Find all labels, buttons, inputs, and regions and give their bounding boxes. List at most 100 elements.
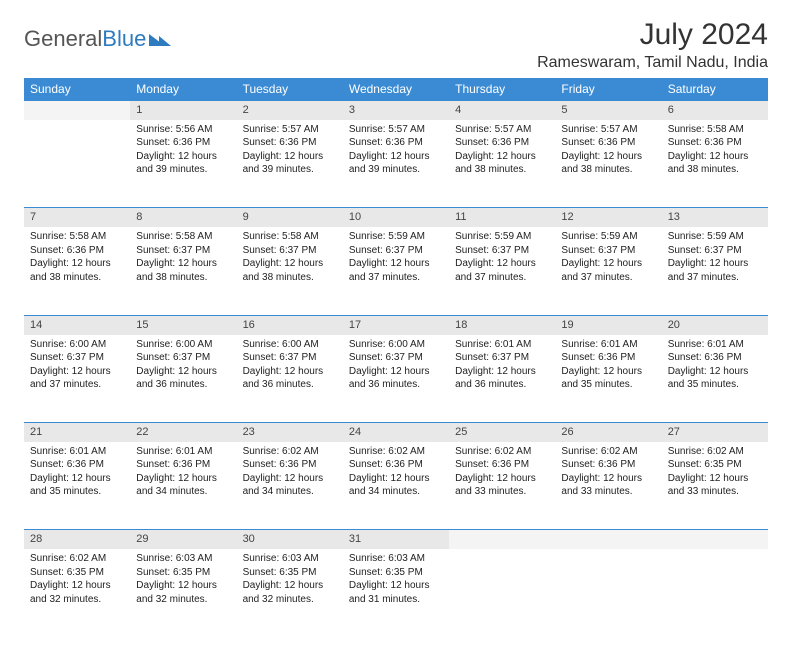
sunrise-line: Sunrise: 6:01 AM [455, 338, 549, 352]
day-cell: Sunrise: 5:56 AMSunset: 6:36 PMDaylight:… [130, 120, 236, 208]
day-number-cell: 17 [343, 315, 449, 334]
day-cell: Sunrise: 6:01 AMSunset: 6:36 PMDaylight:… [130, 442, 236, 530]
daylight-line: Daylight: 12 hours and 39 minutes. [349, 150, 443, 177]
day-number-row: 123456 [24, 101, 768, 120]
day-cell: Sunrise: 5:59 AMSunset: 6:37 PMDaylight:… [449, 227, 555, 315]
day-number-cell: 11 [449, 208, 555, 227]
weekday-header: Tuesday [237, 78, 343, 101]
header: GeneralBlue July 2024 Rameswaram, Tamil … [24, 18, 768, 72]
sunset-line: Sunset: 6:35 PM [668, 458, 762, 472]
day-number-cell [449, 530, 555, 549]
sunrise-line: Sunrise: 6:02 AM [30, 552, 124, 566]
daylight-line: Daylight: 12 hours and 35 minutes. [30, 472, 124, 499]
day-number-cell [662, 530, 768, 549]
day-cell: Sunrise: 6:01 AMSunset: 6:36 PMDaylight:… [24, 442, 130, 530]
daylight-line: Daylight: 12 hours and 31 minutes. [349, 579, 443, 606]
daylight-line: Daylight: 12 hours and 36 minutes. [455, 365, 549, 392]
day-cell: Sunrise: 6:02 AMSunset: 6:36 PMDaylight:… [237, 442, 343, 530]
day-number-cell: 9 [237, 208, 343, 227]
day-cell: Sunrise: 6:03 AMSunset: 6:35 PMDaylight:… [343, 549, 449, 637]
daylight-line: Daylight: 12 hours and 38 minutes. [561, 150, 655, 177]
weekday-header: Sunday [24, 78, 130, 101]
sunrise-line: Sunrise: 6:02 AM [349, 445, 443, 459]
logo: GeneralBlue [24, 18, 171, 52]
day-number-cell: 7 [24, 208, 130, 227]
sunrise-line: Sunrise: 6:03 AM [136, 552, 230, 566]
day-cell: Sunrise: 6:01 AMSunset: 6:36 PMDaylight:… [662, 335, 768, 423]
sunset-line: Sunset: 6:36 PM [668, 351, 762, 365]
sunset-line: Sunset: 6:35 PM [30, 566, 124, 580]
sunset-line: Sunset: 6:36 PM [243, 136, 337, 150]
sunset-line: Sunset: 6:37 PM [136, 351, 230, 365]
day-cell: Sunrise: 6:02 AMSunset: 6:35 PMDaylight:… [24, 549, 130, 637]
day-number-cell: 24 [343, 423, 449, 442]
day-cell: Sunrise: 6:03 AMSunset: 6:35 PMDaylight:… [130, 549, 236, 637]
day-number-cell: 1 [130, 101, 236, 120]
sunset-line: Sunset: 6:35 PM [243, 566, 337, 580]
sunset-line: Sunset: 6:37 PM [243, 244, 337, 258]
day-number-cell: 3 [343, 101, 449, 120]
day-number-cell: 20 [662, 315, 768, 334]
location: Rameswaram, Tamil Nadu, India [537, 54, 768, 72]
sunset-line: Sunset: 6:36 PM [136, 458, 230, 472]
sunrise-line: Sunrise: 6:01 AM [30, 445, 124, 459]
day-number-cell [555, 530, 661, 549]
day-cell: Sunrise: 5:57 AMSunset: 6:36 PMDaylight:… [237, 120, 343, 208]
daylight-line: Daylight: 12 hours and 38 minutes. [136, 257, 230, 284]
day-cell: Sunrise: 6:02 AMSunset: 6:36 PMDaylight:… [343, 442, 449, 530]
day-number-cell: 22 [130, 423, 236, 442]
daylight-line: Daylight: 12 hours and 35 minutes. [561, 365, 655, 392]
sunset-line: Sunset: 6:36 PM [349, 458, 443, 472]
daylight-line: Daylight: 12 hours and 32 minutes. [243, 579, 337, 606]
sunrise-line: Sunrise: 5:59 AM [668, 230, 762, 244]
sunset-line: Sunset: 6:35 PM [136, 566, 230, 580]
sunrise-line: Sunrise: 6:01 AM [561, 338, 655, 352]
sunset-line: Sunset: 6:37 PM [349, 351, 443, 365]
day-number-row: 28293031 [24, 530, 768, 549]
daylight-line: Daylight: 12 hours and 33 minutes. [561, 472, 655, 499]
sunrise-line: Sunrise: 6:02 AM [668, 445, 762, 459]
daylight-line: Daylight: 12 hours and 37 minutes. [30, 365, 124, 392]
daylight-line: Daylight: 12 hours and 38 minutes. [668, 150, 762, 177]
day-content-row: Sunrise: 6:02 AMSunset: 6:35 PMDaylight:… [24, 549, 768, 637]
sunset-line: Sunset: 6:37 PM [30, 351, 124, 365]
day-number-cell: 15 [130, 315, 236, 334]
sunrise-line: Sunrise: 6:03 AM [349, 552, 443, 566]
weekday-header-row: SundayMondayTuesdayWednesdayThursdayFrid… [24, 78, 768, 101]
calendar-body: 123456Sunrise: 5:56 AMSunset: 6:36 PMDay… [24, 101, 768, 638]
daylight-line: Daylight: 12 hours and 37 minutes. [668, 257, 762, 284]
day-number-cell: 19 [555, 315, 661, 334]
daylight-line: Daylight: 12 hours and 34 minutes. [136, 472, 230, 499]
day-number-cell: 21 [24, 423, 130, 442]
day-cell: Sunrise: 6:00 AMSunset: 6:37 PMDaylight:… [237, 335, 343, 423]
day-cell: Sunrise: 5:58 AMSunset: 6:36 PMDaylight:… [24, 227, 130, 315]
day-content-row: Sunrise: 5:56 AMSunset: 6:36 PMDaylight:… [24, 120, 768, 208]
day-cell: Sunrise: 6:02 AMSunset: 6:36 PMDaylight:… [555, 442, 661, 530]
day-cell: Sunrise: 6:02 AMSunset: 6:35 PMDaylight:… [662, 442, 768, 530]
calendar-table: SundayMondayTuesdayWednesdayThursdayFrid… [24, 78, 768, 637]
weekday-header: Wednesday [343, 78, 449, 101]
sunrise-line: Sunrise: 6:00 AM [30, 338, 124, 352]
daylight-line: Daylight: 12 hours and 37 minutes. [455, 257, 549, 284]
sunrise-line: Sunrise: 6:00 AM [243, 338, 337, 352]
sunrise-line: Sunrise: 5:59 AM [455, 230, 549, 244]
sunset-line: Sunset: 6:35 PM [349, 566, 443, 580]
daylight-line: Daylight: 12 hours and 39 minutes. [243, 150, 337, 177]
sunrise-line: Sunrise: 5:57 AM [243, 123, 337, 137]
sunrise-line: Sunrise: 6:02 AM [243, 445, 337, 459]
sunset-line: Sunset: 6:36 PM [561, 458, 655, 472]
sunset-line: Sunset: 6:37 PM [136, 244, 230, 258]
sunrise-line: Sunrise: 6:00 AM [136, 338, 230, 352]
day-number-cell: 14 [24, 315, 130, 334]
day-number-cell: 29 [130, 530, 236, 549]
day-cell [662, 549, 768, 637]
day-cell: Sunrise: 5:57 AMSunset: 6:36 PMDaylight:… [449, 120, 555, 208]
sunset-line: Sunset: 6:37 PM [561, 244, 655, 258]
day-number-cell: 13 [662, 208, 768, 227]
daylight-line: Daylight: 12 hours and 36 minutes. [349, 365, 443, 392]
sunrise-line: Sunrise: 6:01 AM [668, 338, 762, 352]
day-number-cell: 10 [343, 208, 449, 227]
daylight-line: Daylight: 12 hours and 36 minutes. [243, 365, 337, 392]
sunset-line: Sunset: 6:36 PM [349, 136, 443, 150]
day-number-cell: 12 [555, 208, 661, 227]
